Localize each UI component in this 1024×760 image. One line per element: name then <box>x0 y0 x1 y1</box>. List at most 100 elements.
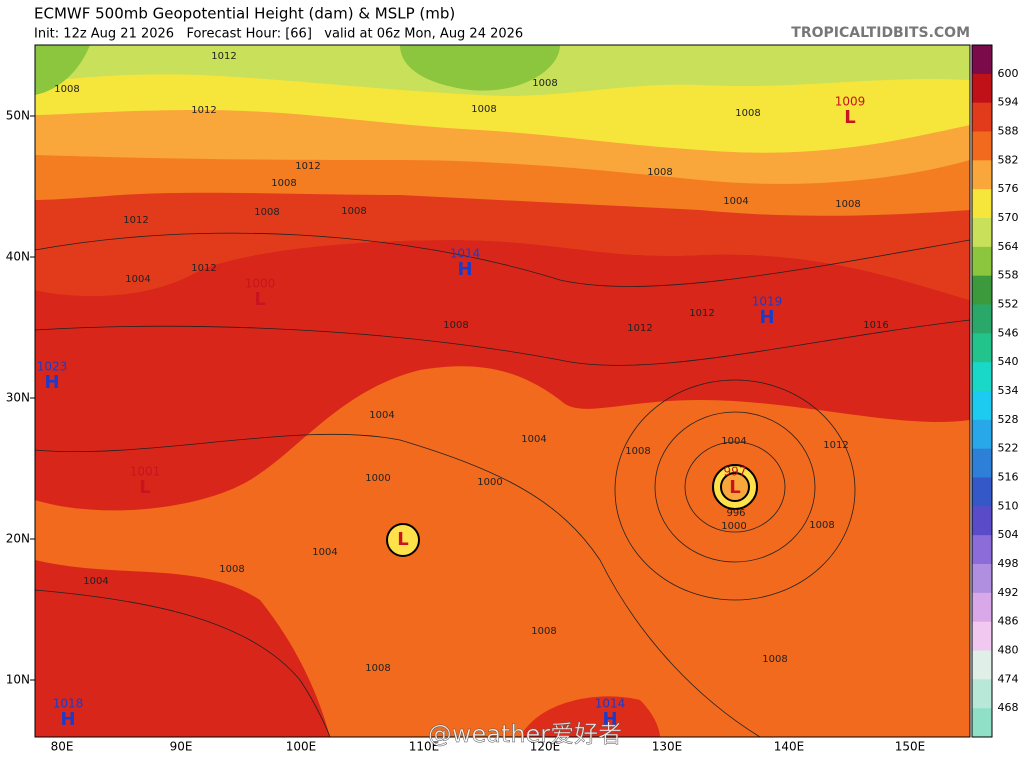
isobar-label: 1012 <box>123 215 148 226</box>
colorbar: 600 594 588 582 576 570 564 558 552 546 540 534 528 5… <box>971 44 1019 738</box>
lon-label: 150E <box>895 740 926 754</box>
lon-label: 110E <box>409 740 440 754</box>
center-symbol: H <box>602 709 617 730</box>
colorbar-swatch <box>972 477 992 507</box>
isobar-label: 1008 <box>647 167 672 178</box>
center-value: 1009 <box>835 95 866 109</box>
isobar-label: 1004 <box>723 196 748 207</box>
colorbar-label: 594 <box>998 96 1019 109</box>
lon-label: 120E <box>530 740 561 754</box>
isobar-label: 1004 <box>369 410 394 421</box>
colorbar-label: 570 <box>998 211 1019 224</box>
isobar-label: 1008 <box>532 78 557 89</box>
colorbar-label: 564 <box>998 240 1019 253</box>
isobar-label: 1004 <box>125 274 150 285</box>
center-symbol: L <box>397 529 408 550</box>
colorbar-label: 558 <box>998 269 1019 282</box>
isobar-label: 1012 <box>627 323 652 334</box>
colorbar-label: 540 <box>998 355 1019 368</box>
isobar-label: 1008 <box>341 206 366 217</box>
lon-label: 140E <box>774 740 805 754</box>
map <box>34 44 971 738</box>
isobar-label: 1012 <box>191 105 216 116</box>
center-symbol: H <box>44 372 59 393</box>
colorbar-swatch <box>972 535 992 565</box>
lon-label: 130E <box>652 740 683 754</box>
lat-label: 10N <box>6 673 30 687</box>
center-value: 1023 <box>37 360 68 374</box>
site-name: TROPICALTIDBITS.COM <box>791 25 970 41</box>
center-symbol: H <box>457 259 472 280</box>
isobar-label: 1008 <box>443 320 468 331</box>
colorbar-swatch <box>972 189 992 219</box>
center-value: 997 <box>724 465 747 479</box>
isobar-label: 1008 <box>54 84 79 95</box>
center-value: 1018 <box>53 697 84 711</box>
isobar-label: 1012 <box>295 161 320 172</box>
colorbar-label: 600 <box>998 67 1019 80</box>
title: ECMWF 500mb Geopotential Height (dam) & … <box>34 5 455 23</box>
isobar-label: 1004 <box>83 576 108 587</box>
colorbar-swatch <box>972 304 992 334</box>
colorbar-label: 498 <box>998 557 1019 570</box>
colorbar-swatch <box>972 275 992 305</box>
colorbar-swatch <box>972 506 992 536</box>
isobar-label: 1004 <box>721 436 746 447</box>
colorbar-swatch <box>972 131 992 161</box>
isobar-label: 1008 <box>735 108 760 119</box>
colorbar-frame <box>971 44 993 738</box>
center-symbol: L <box>844 107 855 128</box>
colorbar-swatch <box>972 419 992 450</box>
colorbar-label: 582 <box>998 153 1019 166</box>
isobar-label: 1008 <box>809 520 834 531</box>
colorbar-label: 504 <box>998 528 1019 541</box>
isobar-label: 1008 <box>365 663 390 674</box>
colorbar-label: 546 <box>998 326 1019 339</box>
center-value: 1001 <box>130 465 161 479</box>
isobar-label: 1012 <box>191 263 216 274</box>
lat-label: 50N <box>6 109 30 123</box>
lon-label: 90E <box>170 740 193 754</box>
colorbar-label: 474 <box>998 672 1019 685</box>
colorbar-swatch <box>972 73 992 104</box>
center-value: 1000 <box>245 277 276 291</box>
subtitle: Init: 12z Aug 21 2026 Forecast Hour: [66… <box>34 27 523 42</box>
colorbar-swatch <box>972 448 992 478</box>
colorbar-label: 534 <box>998 384 1019 397</box>
lon-label: 100E <box>286 740 317 754</box>
center-symbol: H <box>60 709 75 730</box>
isobar-label: 1008 <box>625 446 650 457</box>
colorbar-label: 528 <box>998 413 1019 426</box>
colorbar-swatch <box>972 160 992 190</box>
isobar-label: 996 <box>726 508 745 519</box>
center-symbol: H <box>759 307 774 328</box>
isobar-label: 1008 <box>271 178 296 189</box>
colorbar-swatch <box>972 592 992 623</box>
isobar-label: 1008 <box>471 104 496 115</box>
colorbar-swatch <box>972 45 992 75</box>
colorbar-swatch <box>972 679 992 709</box>
colorbar-swatch <box>972 333 992 363</box>
colorbar-swatch <box>972 362 992 392</box>
colorbar-swatch <box>972 102 992 132</box>
isobar-label: 1012 <box>823 440 848 451</box>
isobar-label: 1008 <box>254 207 279 218</box>
isobar-label: 1000 <box>365 473 390 484</box>
isobar-label: 1016 <box>863 320 888 331</box>
center-symbol: L <box>139 477 150 498</box>
colorbar-label: 588 <box>998 125 1019 138</box>
isobar-label: 1012 <box>689 308 714 319</box>
colorbar-label: 522 <box>998 442 1019 455</box>
lat-label: 30N <box>6 391 30 405</box>
lon-label: 80E <box>51 740 74 754</box>
isobar-label: 1008 <box>531 626 556 637</box>
colorbar-label: 480 <box>998 644 1019 657</box>
isobar-label: 1004 <box>312 547 337 558</box>
colorbar-label: 468 <box>998 701 1019 714</box>
colorbar-swatch <box>972 218 992 248</box>
colorbar-swatch <box>972 246 992 277</box>
isobar-label: 1004 <box>521 434 546 445</box>
isobar-label: 1012 <box>211 51 236 62</box>
center-value: 1019 <box>752 295 783 309</box>
